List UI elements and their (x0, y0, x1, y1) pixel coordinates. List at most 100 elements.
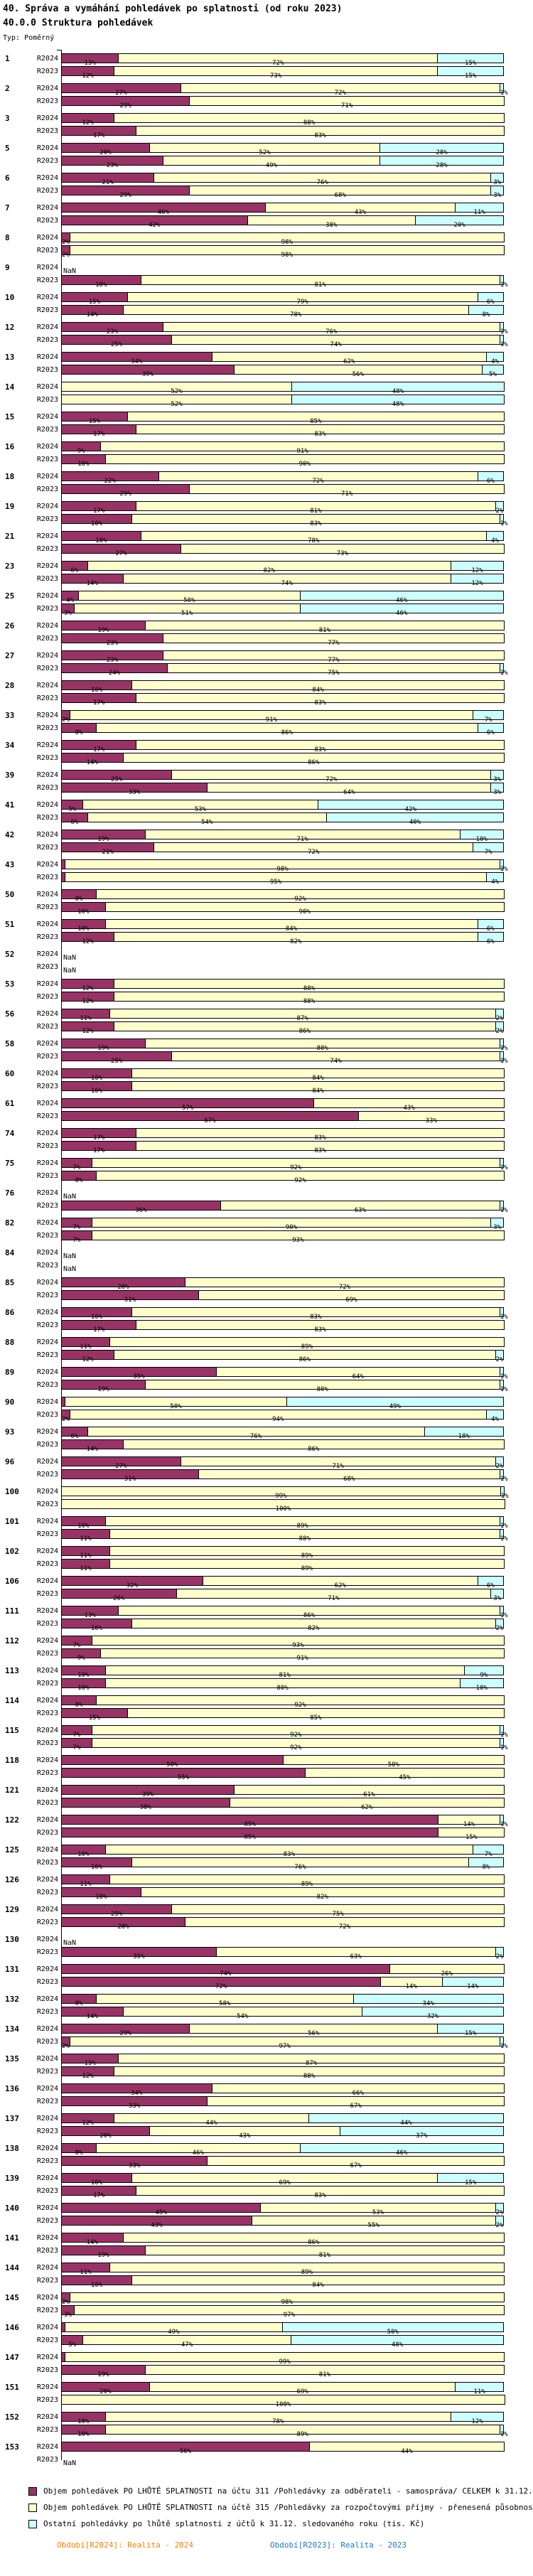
bar-segment-pohledavky-ucet-315: 71% (144, 830, 461, 843)
bar-segment-ostatni-pohledavky: 6% (477, 723, 504, 736)
stacked-bar: 11% 89% (61, 1546, 505, 1560)
stacked-bar: 2% 98% (61, 2292, 505, 2306)
bar-segment-pohledavky-ucet-311: 42% (61, 215, 248, 229)
bar-segment-pohledavky-ucet-311: 15% (61, 1708, 128, 1722)
segment-value-label: 85% (310, 418, 322, 425)
bar-area: 39% 61% (61, 1785, 505, 1798)
bar-row: 151 R2024 20% 69% 11% (0, 2382, 533, 2395)
bar-segment-ostatni-pohledavky: 1% (499, 322, 508, 336)
bar-segment-ostatni-pohledavky: 37% (339, 2126, 504, 2140)
series-label: R2023 (36, 1560, 58, 1568)
series-label: R2023 (36, 634, 58, 643)
bar-segment-pohledavky-ucet-311: 10% (61, 1678, 106, 1692)
series-label: R2023 (36, 2157, 58, 2165)
bar-row: 131 R2024 74% 26% (0, 1964, 533, 1977)
stacked-bar: 7% 92% 1% (61, 1738, 508, 1751)
segment-value-label: 20% (453, 222, 465, 229)
bar-segment-pohledavky-ucet-315: 92% (91, 1725, 500, 1739)
group-number: 152 (5, 2412, 19, 2422)
segment-value-label: 2% (62, 717, 70, 724)
segment-value-label: 34% (131, 358, 143, 365)
series-label: R2024 (36, 2204, 58, 2212)
segment-value-label: 15% (464, 2030, 477, 2037)
segment-value-label: 88% (303, 998, 316, 1005)
bar-area: 17% 83% (61, 740, 505, 753)
bar-segment-pohledavky-ucet-315: 72% (118, 53, 438, 67)
bar-segment-pohledavky-ucet-315: 83% (131, 514, 500, 527)
bar-row: R2023 17% 83% (0, 693, 533, 707)
bar-row: R2023 100% (0, 2395, 533, 2408)
segment-value-label: 56% (179, 2448, 192, 2455)
bar-segment-pohledavky-ucet-315: 79% (126, 292, 478, 306)
bar-segment-ostatni-pohledavky: 44% (308, 2113, 504, 2127)
segment-value-label: 71% (332, 1463, 344, 1470)
bar-segment-pohledavky-ucet-311: 3% (61, 603, 75, 617)
bar-row: 3 R2024 12% 88% (0, 113, 533, 127)
segment-value-label: 45% (399, 1774, 411, 1781)
segment-value-label: 54% (237, 2013, 249, 2020)
segment-value-label: 49% (168, 2329, 180, 2336)
bar-row: 132 R2024 8% 58% 34% (0, 1994, 533, 2007)
segment-value-label: 1% (500, 90, 508, 97)
series-label: R2024 (36, 382, 58, 391)
segment-value-label: 11% (80, 2269, 92, 2276)
bar-segment-ostatni-pohledavky: 4% (486, 352, 504, 365)
stacked-bar: 12% 86% 2% (61, 1021, 505, 1035)
bar-segment-ostatni-pohledavky: 1% (499, 1725, 508, 1739)
group-number: 106 (5, 1576, 19, 1586)
stacked-bar: 19% 80% 1% (61, 1039, 508, 1052)
series-label: R2023 (36, 1798, 58, 1807)
segment-value-label: 90% (298, 908, 311, 916)
stacked-bar: 16% 83% 1% (61, 514, 508, 527)
bar-area: 67% 33% (61, 1111, 505, 1125)
segment-value-label: 93% (292, 1642, 304, 1649)
stacked-bar: 7% 93% (61, 1230, 505, 1244)
series-label: R2024 (36, 1188, 58, 1197)
bar-segment-pohledavky-ucet-311: 29% (61, 484, 190, 498)
bar-row: 147 R2024 99% (0, 2352, 533, 2366)
series-label: R2023 (36, 2037, 58, 2046)
segment-value-label: 19% (97, 2371, 109, 2378)
bar-segment-ostatni-pohledavky: 32% (362, 2007, 504, 2020)
bar-row: 93 R2024 6% 76% 18% (0, 1427, 533, 1440)
segment-value-label: 52% (171, 401, 183, 408)
series-label: R2024 (36, 890, 58, 898)
stacked-bar: 3% 51% 46% (61, 603, 505, 617)
stacked-bar: 10% 84% 6% (61, 919, 505, 933)
period-label-r2024: Období[R2024]: Realita - 2024 (57, 2540, 194, 2550)
bar-row: R2023 24% 75% 1% (0, 663, 533, 677)
stacked-bar: 11% 89% (61, 1874, 505, 1888)
stacked-bar: 21% 76% 3% (61, 173, 505, 186)
bar-segment-pohledavky-ucet-315: 72% (185, 1917, 505, 1931)
segment-value-label: 100% (275, 1506, 291, 1513)
stacked-bar: 9% 91% (61, 1648, 505, 1662)
bar-segment-pohledavky-ucet-311: 17% (61, 1128, 137, 1142)
bar-segment-ostatni-pohledavky: 9% (463, 1665, 504, 1679)
bar-row: 82 R2024 7% 90% 3% (0, 1218, 533, 1231)
series-label: R2023 (36, 2007, 58, 2016)
stacked-bar: 72% 14% 14% (61, 1977, 505, 1990)
bar-segment-ostatni-pohledavky: 18% (424, 1427, 504, 1440)
bar-segment-pohledavky-ucet-311: 16% (61, 1081, 132, 1095)
group-number: 102 (5, 1546, 19, 1556)
bar-segment-ostatni-pohledavky: 1% (499, 1039, 508, 1052)
series-label: R2023 (36, 783, 58, 792)
series-label: R2024 (36, 1308, 58, 1316)
segment-value-label: 12% (82, 119, 94, 127)
segment-value-label: 2% (495, 508, 504, 515)
chart-group: 7 R2024 46% 43% 11% R2023 42% 38% 20% (0, 203, 533, 229)
bar-segment-pohledavky-ucet-311: 15% (61, 292, 128, 306)
segment-value-label: 3% (493, 1224, 502, 1231)
bar-segment-pohledavky-ucet-311: 19% (61, 621, 146, 634)
bar-row: 140 R2024 45% 53% 2% (0, 2203, 533, 2216)
series-label: R2023 (36, 1530, 58, 1538)
stacked-bar: 19% 81% (61, 2245, 505, 2259)
chart-group: 25 R2024 4% 50% 46% R2023 3% 51% 46% (0, 591, 533, 617)
segment-value-label: 83% (314, 1326, 326, 1333)
group-number: 100 (5, 1486, 19, 1496)
segment-value-label: 17% (92, 508, 105, 515)
bar-segment-pohledavky-ucet-315: 43% (264, 203, 456, 216)
group-number: 52 (5, 949, 15, 959)
bar-segment-pohledavky-ucet-315: 86% (118, 1606, 500, 1619)
bar-segment-ostatni-pohledavky: 1% (500, 1486, 509, 1500)
